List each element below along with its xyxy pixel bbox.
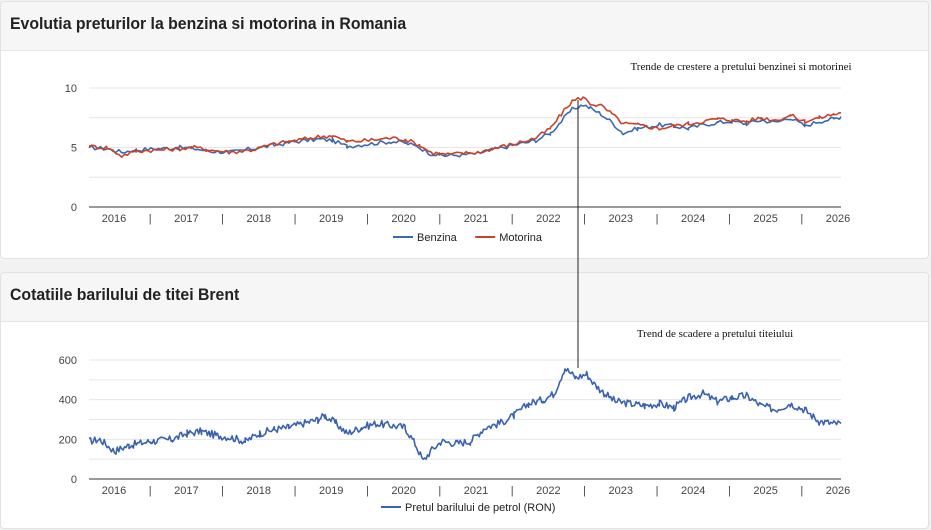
- y-tick-label: 200: [59, 434, 77, 446]
- x-tick-mark: |: [728, 485, 731, 497]
- y-tick-label: 5: [71, 143, 77, 155]
- x-tick-mark: |: [221, 213, 224, 225]
- x-tick-label: 2026: [826, 213, 850, 225]
- y-tick-label: 400: [59, 395, 77, 407]
- y-tick-label: 600: [59, 355, 77, 367]
- brent-price-chart: 0 200 400 600 2016 | 2017 | 2018 | 2019 | 2020 | 2021 |…: [59, 328, 851, 514]
- y-tick-label: 0: [71, 202, 77, 214]
- x-tick-label: 2016: [102, 213, 126, 225]
- x-tick-label: 2023: [609, 213, 633, 225]
- x-tick-label: 2017: [174, 213, 198, 225]
- x-tick-mark: |: [656, 213, 659, 225]
- x-tick-label: 2021: [464, 485, 488, 497]
- x-tick-mark: |: [800, 213, 803, 225]
- x-tick-mark: |: [438, 485, 441, 497]
- x-tick-label: 2023: [609, 485, 633, 497]
- x-tick-mark: |: [149, 213, 152, 225]
- series-line-brent: [88, 367, 842, 461]
- x-tick-label: 2016: [102, 485, 126, 497]
- x-tick-label: 2020: [391, 485, 415, 497]
- series-line-motorina: [88, 96, 842, 158]
- trend-annotation: Trende de crestere a pretului benzinei s…: [630, 61, 851, 73]
- x-tick-mark: |: [221, 485, 224, 497]
- x-tick-mark: |: [294, 213, 297, 225]
- legend-label-benzina: Benzina: [417, 232, 458, 244]
- x-tick-label: 2020: [391, 213, 415, 225]
- x-tick-mark: |: [294, 485, 297, 497]
- x-tick-label: 2017: [174, 485, 198, 497]
- x-tick-mark: |: [728, 213, 731, 225]
- x-tick-mark: |: [511, 485, 514, 497]
- x-tick-label: 2018: [247, 485, 271, 497]
- brent-chart-title: Cotatiile barilului de titei Brent: [10, 285, 240, 304]
- x-tick-mark: |: [366, 213, 369, 225]
- y-tick-label: 0: [71, 474, 77, 486]
- fuel-price-panel-header: Evolutia preturilor la benzina si motori…: [1, 2, 928, 51]
- x-tick-mark: |: [366, 485, 369, 497]
- trend-annotation: Trend de scadere a pretului titeiului: [637, 328, 793, 340]
- x-tick-mark: |: [149, 485, 152, 497]
- x-tick-label: 2019: [319, 485, 343, 497]
- legend-label-brent: Pretul barilului de petrol (RON): [405, 502, 555, 514]
- x-tick-mark: |: [583, 213, 586, 225]
- x-tick-label: 2024: [681, 485, 705, 497]
- x-tick-mark: |: [438, 213, 441, 225]
- fuel-chart-title: Evolutia preturilor la benzina si motori…: [10, 14, 407, 33]
- x-tick-label: 2022: [536, 213, 560, 225]
- x-tick-label: 2018: [247, 213, 271, 225]
- brent-price-panel-header: Cotatiile barilului de titei Brent: [1, 273, 928, 322]
- x-tick-label: 2022: [536, 485, 560, 497]
- x-tick-label: 2024: [681, 213, 705, 225]
- y-tick-label: 10: [65, 83, 77, 95]
- x-tick-label: 2026: [826, 485, 850, 497]
- fuel-price-panel: Evolutia preturilor la benzina si motori…: [0, 1, 929, 259]
- fuel-price-chart: 0 5 10 2016 | 2017 | 2018 | 2019 | 2020 | 2021 | 2022 | 2…: [65, 61, 852, 244]
- legend-label-motorina: Motorina: [499, 232, 543, 244]
- x-tick-mark: |: [800, 485, 803, 497]
- x-tick-label: 2021: [464, 213, 488, 225]
- x-tick-mark: |: [656, 485, 659, 497]
- brent-price-panel: Cotatiile barilului de titei Brent 0 200 4…: [0, 272, 929, 529]
- x-tick-mark: |: [511, 213, 514, 225]
- x-tick-label: 2025: [753, 213, 777, 225]
- x-tick-label: 2025: [753, 485, 777, 497]
- x-tick-label: 2019: [319, 213, 343, 225]
- x-tick-mark: |: [583, 485, 586, 497]
